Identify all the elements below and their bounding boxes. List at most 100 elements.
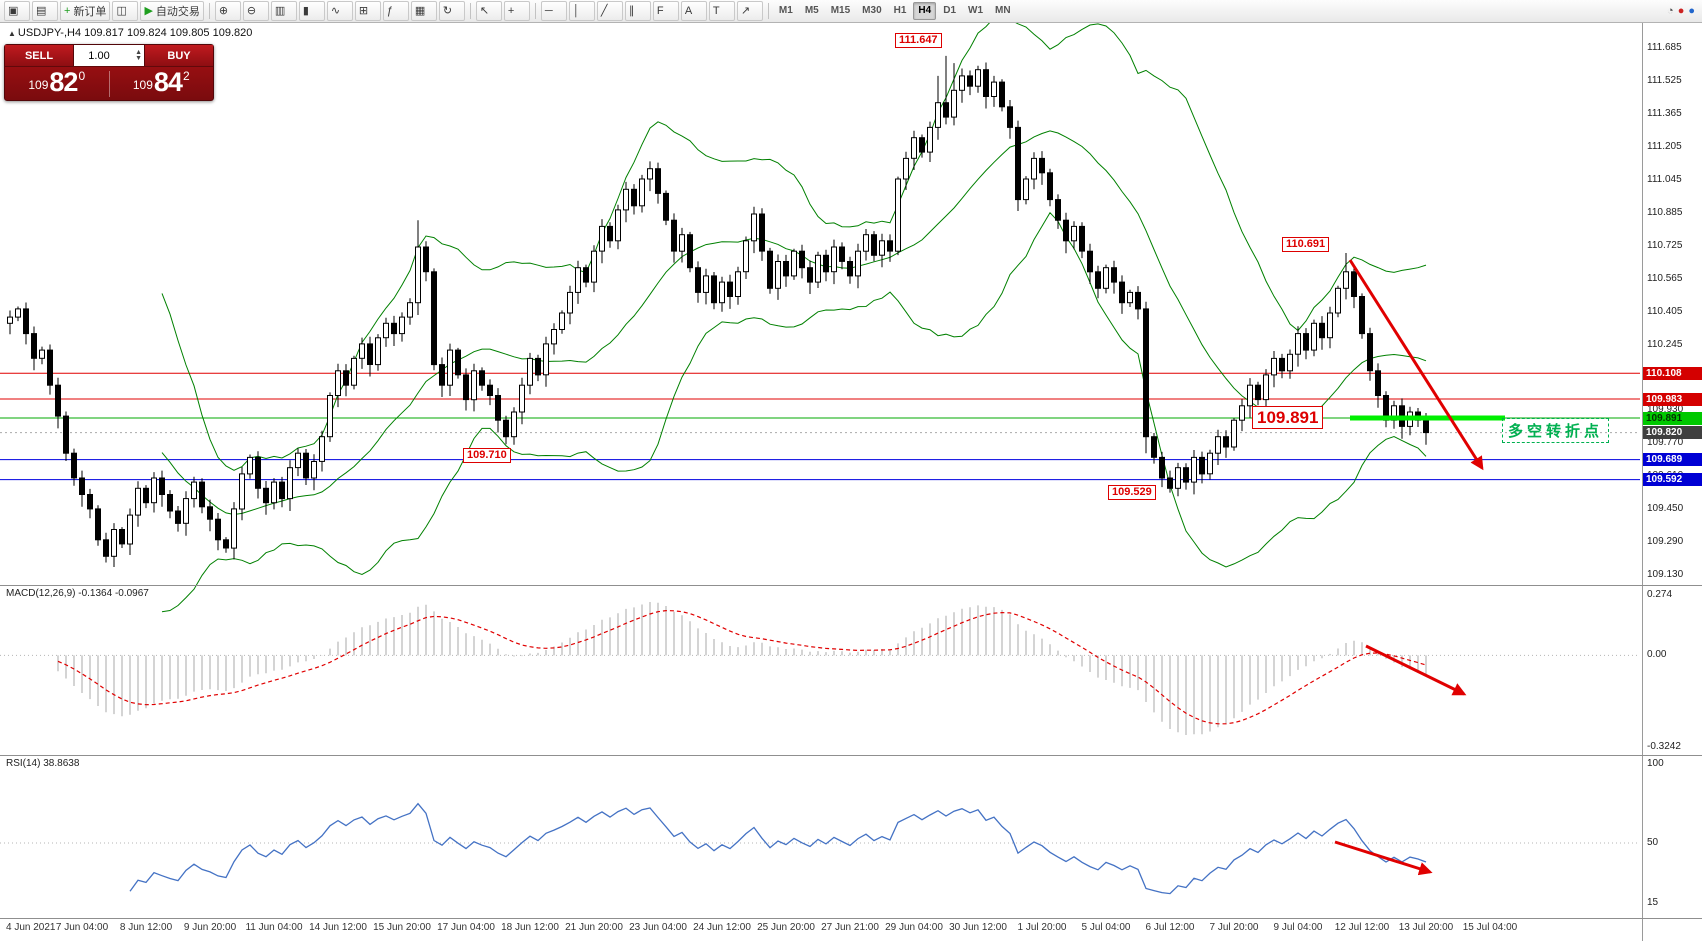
macd-down-arrow[interactable] <box>1365 644 1467 696</box>
candle-bear <box>727 281 733 298</box>
support-segment[interactable] <box>1350 415 1505 421</box>
candle-bull <box>879 240 885 256</box>
zoom-in-button[interactable]: ⊕ <box>214 1 241 21</box>
timeframe-h4-button[interactable]: H4 <box>913 2 937 20</box>
sell-button[interactable]: SELL <box>5 45 73 66</box>
price-callout[interactable]: 109.891 <box>1252 406 1324 429</box>
draw-arrow-button[interactable]: ↗ <box>736 1 763 21</box>
refresh-button[interactable]: ↻ <box>438 1 465 21</box>
candle-bull <box>735 271 741 297</box>
candle-bull <box>863 234 869 252</box>
candle-bull <box>551 329 557 345</box>
profiles-button[interactable]: ▤ <box>32 1 58 21</box>
candle-bear <box>439 364 445 386</box>
cursor-icon: ↖ <box>479 5 490 17</box>
candle-bull <box>1031 157 1037 180</box>
tile-windows-button[interactable]: ▦ <box>410 1 437 21</box>
time-axis-label: 21 Jun 20:00 <box>565 922 623 933</box>
candle-bull <box>1127 291 1133 304</box>
new-order-button[interactable]: + 新订单 <box>60 1 111 21</box>
timeframe-d1-button[interactable]: D1 <box>943 5 957 16</box>
chart-windows-button[interactable]: ◫ <box>112 1 139 21</box>
time-axis-label: 30 Jun 12:00 <box>949 922 1007 933</box>
candle-bear <box>631 188 637 207</box>
bar-chart-button[interactable]: ▥ <box>270 1 297 21</box>
volume-input[interactable] <box>76 48 122 63</box>
auto-trading-button[interactable]: ▶ 自动交易 <box>140 1 204 21</box>
macd-panel-separator[interactable] <box>0 585 1702 586</box>
buy-button[interactable]: BUY <box>145 45 213 66</box>
candle-bull <box>1271 357 1277 376</box>
draw-vline-button[interactable]: │ <box>568 1 595 21</box>
draw-trendline-button[interactable]: ╱ <box>596 1 623 21</box>
sell-price[interactable]: 109 82 0 <box>5 68 109 98</box>
timeframe-m5-button[interactable]: M5 <box>804 5 819 16</box>
timeframe-m30-button[interactable]: M30 <box>862 5 882 16</box>
draw-hline-button[interactable]: ─ <box>540 1 567 21</box>
news-icon[interactable]: ● <box>1677 5 1685 17</box>
candle-bear <box>1375 370 1381 396</box>
buy-price[interactable]: 109 84 2 <box>110 68 214 98</box>
trade-panel-prices: 109 82 0 109 84 2 <box>5 67 213 100</box>
indicators-button[interactable]: ƒ <box>382 1 409 21</box>
crosshair-button[interactable]: + <box>503 1 530 21</box>
candle-bull <box>1327 312 1333 339</box>
time-axis-label: 5 Jul 04:00 <box>1081 922 1131 933</box>
candle-bear <box>799 250 805 269</box>
price-callout[interactable]: 109.529 <box>1108 485 1156 500</box>
line-chart-button[interactable]: ∿ <box>326 1 353 21</box>
candle-bull <box>951 89 957 118</box>
draw-label-button[interactable]: T <box>708 1 735 21</box>
candle-bear <box>487 384 493 397</box>
candle-bear <box>535 357 541 376</box>
candle-bear <box>343 370 349 386</box>
price-callout[interactable]: 109.710 <box>463 448 511 463</box>
candle-bear <box>1183 467 1189 483</box>
candle-chart-button[interactable]: ▮ <box>298 1 325 21</box>
rsi-down-arrow[interactable] <box>1334 840 1433 876</box>
timeframe-h1-button[interactable]: H1 <box>893 5 907 16</box>
timeframe-w1-button[interactable]: W1 <box>968 5 984 16</box>
auto-trading-label: 自动交易 <box>155 6 200 18</box>
candle-bear <box>455 349 461 376</box>
price-callout[interactable]: 111.647 <box>895 33 942 48</box>
spinner-up-icon[interactable]: ▲ <box>135 48 142 56</box>
volume-spinner[interactable]: ▲ ▼ <box>135 48 142 62</box>
alerts-icon[interactable]: ◔ <box>1667 5 1674 17</box>
price-callout[interactable]: 110.691 <box>1282 237 1330 252</box>
draw-text-button[interactable]: A <box>680 1 707 21</box>
community-icon[interactable]: ● <box>1688 5 1695 17</box>
candle-bull <box>135 487 141 516</box>
one-click-trading-panel: SELL ▲▼ BUY 109 82 0 109 84 2 <box>4 44 214 101</box>
timeframe-m15-button[interactable]: M15 <box>830 5 851 16</box>
candle-bear <box>783 261 789 277</box>
draw-fibonacci-button[interactable]: F <box>652 1 679 21</box>
candle-bear <box>655 168 661 194</box>
rsi-panel-separator[interactable] <box>0 755 1702 756</box>
timeframe-m1-button[interactable]: M1 <box>778 5 793 16</box>
candle-bear <box>95 508 101 541</box>
candle-bear <box>823 254 829 273</box>
price-down-arrow[interactable] <box>1348 259 1484 471</box>
time-axis-label: 29 Jun 04:00 <box>885 922 943 933</box>
timeframe-mn-button[interactable]: MN <box>995 5 1011 16</box>
candle-bull <box>271 481 277 504</box>
price-axis-label: 110.725 <box>1647 240 1683 251</box>
collapse-icon[interactable]: ▲ <box>8 29 16 38</box>
zoom-out-button[interactable]: ⊖ <box>242 1 269 21</box>
annotation-text[interactable]: 多空转折点 <box>1502 418 1610 443</box>
cursor-button[interactable]: ↖ <box>475 1 502 21</box>
candle-bear <box>175 510 181 524</box>
time-axis-label: 27 Jun 21:00 <box>821 922 879 933</box>
price-tag: 109.689 <box>1643 453 1702 467</box>
spinner-down-icon[interactable]: ▼ <box>135 54 142 62</box>
candle-bull <box>895 178 901 252</box>
candle-bear <box>807 267 813 283</box>
grid-button[interactable]: ⊞ <box>354 1 381 21</box>
draw-channel-button[interactable]: ∥ <box>624 1 651 21</box>
time-axis-label: 7 Jun 04:00 <box>55 922 109 933</box>
new-chart-button[interactable]: ▣ <box>4 1 30 21</box>
candle-bull <box>815 254 821 283</box>
candle-bull <box>1311 322 1317 351</box>
